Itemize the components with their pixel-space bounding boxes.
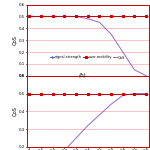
user-mobility <box>28 93 30 94</box>
user-mobility <box>99 93 100 94</box>
Y-axis label: QoS: QoS <box>12 106 17 116</box>
bandwidth <box>99 15 100 17</box>
user-mobility <box>75 93 77 94</box>
user-mobility <box>145 93 147 94</box>
signal-strength <box>110 93 112 94</box>
QoS <box>145 93 147 94</box>
QoS <box>63 15 65 17</box>
Line: QoS: QoS <box>29 16 146 76</box>
signal-strength <box>75 93 77 94</box>
QoS <box>134 69 135 71</box>
signal-strength <box>52 93 54 94</box>
bandwidth <box>28 15 30 17</box>
QoS <box>122 51 124 53</box>
QoS <box>87 125 89 127</box>
signal-strength <box>110 15 112 17</box>
X-axis label: user-mobility: user-mobility <box>72 83 104 88</box>
signal-strength <box>87 93 89 94</box>
signal-strength <box>40 15 42 17</box>
QoS <box>87 18 89 20</box>
bandwidth <box>63 15 65 17</box>
bandwidth <box>40 15 42 17</box>
QoS <box>40 15 42 17</box>
QoS <box>99 21 100 23</box>
QoS <box>75 15 77 17</box>
bandwidth <box>122 15 124 17</box>
Line: signal-strength: signal-strength <box>28 15 148 18</box>
bandwidth <box>134 15 135 17</box>
signal-strength <box>63 93 65 94</box>
bandwidth <box>87 15 89 17</box>
signal-strength <box>28 15 30 17</box>
signal-strength <box>63 15 65 17</box>
Line: signal-strength: signal-strength <box>28 92 148 95</box>
signal-strength <box>99 93 100 94</box>
signal-strength <box>122 93 124 94</box>
bandwidth <box>75 15 77 17</box>
Legend: signal-strength, user-mobility, QoS: signal-strength, user-mobility, QoS <box>50 55 126 59</box>
QoS <box>110 103 112 105</box>
bandwidth <box>145 15 147 17</box>
signal-strength <box>75 15 77 17</box>
signal-strength <box>145 15 147 17</box>
user-mobility <box>52 93 54 94</box>
user-mobility <box>63 93 65 94</box>
user-mobility <box>110 93 112 94</box>
bandwidth <box>110 15 112 17</box>
QoS <box>110 33 112 35</box>
signal-strength <box>99 15 100 17</box>
signal-strength <box>87 15 89 17</box>
user-mobility <box>87 93 89 94</box>
QoS <box>52 15 54 17</box>
Text: (b): (b) <box>79 72 86 78</box>
signal-strength <box>134 15 135 17</box>
QoS <box>134 93 135 94</box>
signal-strength <box>40 93 42 94</box>
Line: user-mobility: user-mobility <box>28 92 148 95</box>
QoS <box>99 114 100 116</box>
signal-strength <box>28 93 30 94</box>
signal-strength <box>145 93 147 94</box>
Line: bandwidth: bandwidth <box>28 15 148 18</box>
signal-strength <box>134 93 135 94</box>
signal-strength <box>52 15 54 17</box>
QoS <box>28 15 30 17</box>
user-mobility <box>134 93 135 94</box>
QoS <box>145 75 147 77</box>
QoS <box>122 94 124 96</box>
Y-axis label: QoS: QoS <box>12 35 17 45</box>
signal-strength <box>122 15 124 17</box>
Line: QoS: QoS <box>29 94 146 150</box>
user-mobility <box>40 93 42 94</box>
user-mobility <box>122 93 124 94</box>
bandwidth <box>52 15 54 17</box>
QoS <box>75 137 77 139</box>
